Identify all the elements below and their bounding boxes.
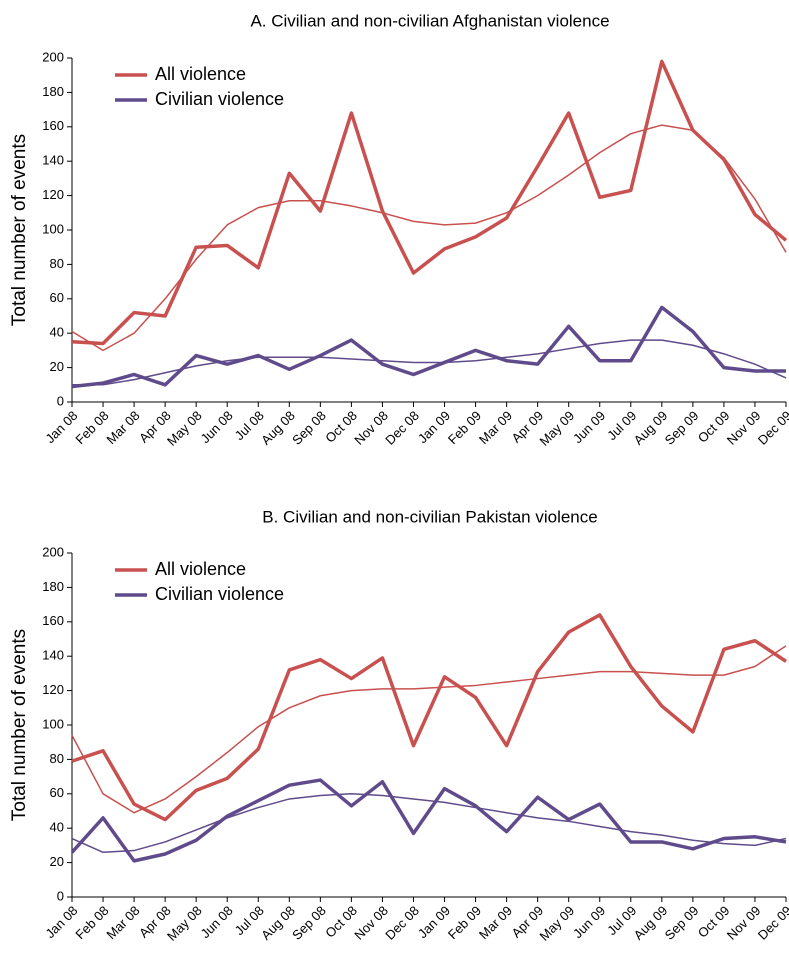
x-tick-label: Aug 09: [631, 408, 671, 448]
y-tick-label: 80: [50, 256, 64, 271]
y-tick-label: 80: [50, 751, 64, 766]
x-tick-label: Nov 08: [351, 408, 391, 448]
x-tick-label: Aug 09: [631, 903, 671, 943]
chart-title: A. Civilian and non-civilian Afghanistan…: [250, 11, 609, 30]
x-tick-label: Jun 09: [570, 903, 608, 941]
x-tick-label: Nov 09: [724, 408, 764, 448]
y-tick-label: 180: [42, 579, 64, 594]
x-tick-label: May 08: [164, 903, 205, 944]
y-tick-label: 180: [42, 84, 64, 99]
y-tick-label: 0: [57, 888, 64, 903]
y-tick-label: 60: [50, 290, 64, 305]
x-tick-label: Jan 09: [415, 408, 453, 446]
y-tick-label: 120: [42, 187, 64, 202]
legend-label: All violence: [155, 559, 246, 579]
x-tick-label: May 09: [536, 903, 577, 944]
x-tick-label: Jan 08: [42, 408, 80, 446]
x-tick-label: Aug 08: [258, 408, 298, 448]
x-tick-label: May 09: [536, 408, 577, 449]
data-line: [71, 59, 788, 346]
data-line: [71, 305, 786, 389]
y-tick-label: 100: [42, 716, 64, 731]
x-tick-label: Jan 09: [415, 903, 453, 941]
x-tick-label: Jun 09: [570, 408, 608, 446]
y-tick-label: 20: [50, 359, 64, 374]
data-line: [71, 613, 787, 822]
x-tick-label: Nov 09: [724, 903, 764, 943]
x-tick-label: Dec 08: [382, 408, 422, 448]
y-tick-label: 40: [50, 820, 64, 835]
trend-line: [71, 793, 787, 854]
y-tick-label: 160: [42, 613, 64, 628]
x-tick-label: Sep 08: [289, 903, 329, 943]
trend-line: [72, 339, 787, 386]
chart-title: B. Civilian and non-civilian Pakistan vi…: [262, 507, 597, 526]
y-tick-label: 200: [42, 544, 64, 559]
y-tick-label: 0: [57, 393, 64, 408]
x-tick-label: Sep 08: [289, 408, 329, 448]
x-tick-label: Dec 09: [755, 903, 789, 943]
x-tick-label: Mar 09: [476, 408, 515, 447]
x-tick-label: Mar 08: [103, 408, 142, 447]
x-tick-label: Feb 09: [445, 903, 484, 942]
x-tick-label: Dec 08: [382, 903, 422, 943]
y-tick-label: 120: [42, 682, 64, 697]
y-tick-label: 140: [42, 153, 64, 168]
x-tick-label: Aug 08: [258, 903, 298, 943]
y-tick-label: 140: [42, 648, 64, 663]
y-axis-label: Total number of events: [9, 629, 30, 821]
y-tick-label: 200: [42, 49, 64, 64]
trend-line: [71, 645, 787, 814]
y-axis-label: Total number of events: [9, 134, 30, 326]
x-tick-label: Feb 08: [72, 408, 111, 447]
x-tick-label: Sep 09: [662, 408, 702, 448]
x-tick-label: Mar 08: [103, 903, 142, 942]
x-tick-label: Nov 08: [351, 903, 391, 943]
x-tick-label: Feb 08: [72, 903, 111, 942]
y-tick-label: 60: [50, 785, 64, 800]
y-tick-label: 100: [42, 221, 64, 236]
data-line: [70, 778, 787, 863]
legend-label: All violence: [155, 64, 246, 84]
x-tick-label: Dec 09: [755, 408, 789, 448]
legend-label: Civilian violence: [155, 89, 284, 109]
x-tick-label: Feb 09: [445, 408, 484, 447]
x-tick-label: Jan 08: [42, 903, 80, 941]
x-tick-label: May 08: [164, 408, 205, 449]
trend-line: [71, 124, 787, 352]
y-tick-label: 160: [42, 118, 64, 133]
legend-label: Civilian violence: [155, 584, 284, 604]
x-tick-label: Jun 08: [198, 408, 236, 446]
x-tick-label: Sep 09: [662, 903, 702, 943]
y-tick-label: 20: [50, 854, 64, 869]
x-tick-label: Mar 09: [476, 903, 515, 942]
x-tick-label: Jun 08: [198, 903, 236, 941]
y-tick-label: 40: [50, 325, 64, 340]
